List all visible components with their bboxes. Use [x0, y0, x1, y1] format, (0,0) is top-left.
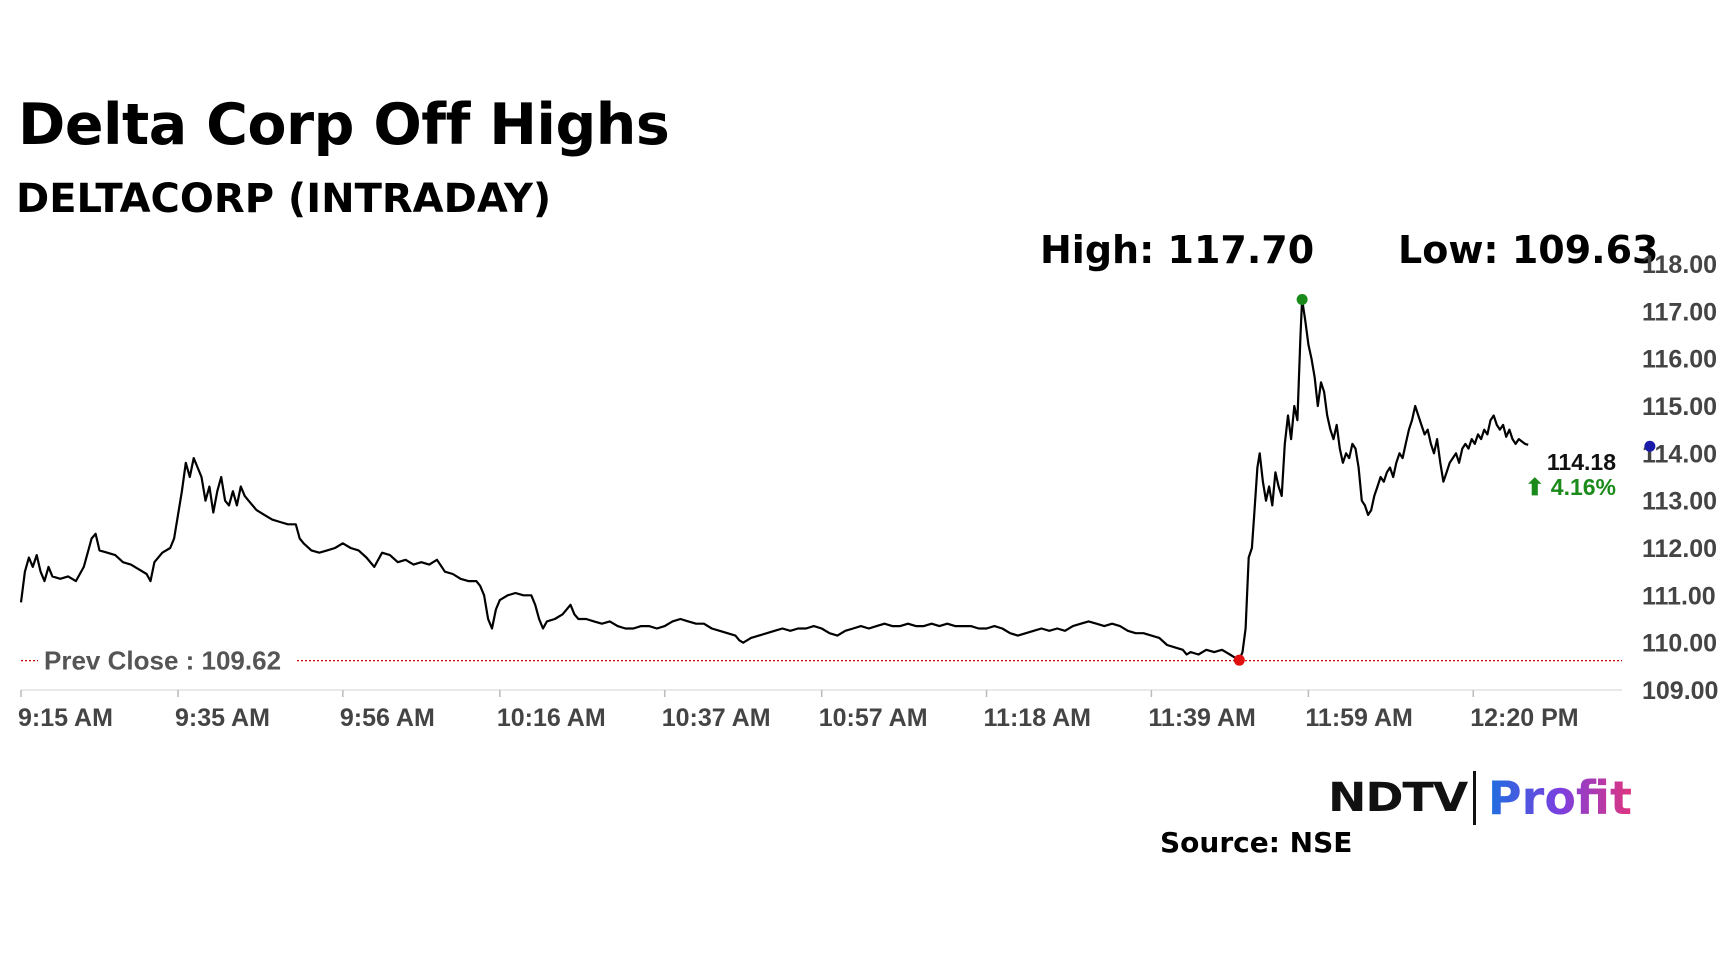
y-tick-label: 115.00 — [1642, 393, 1717, 421]
x-tick-label: 12:20 PM — [1470, 704, 1578, 732]
day-low-marker — [1233, 654, 1245, 666]
source-label: Source: NSE — [1160, 826, 1353, 859]
prev-close-label: Prev Close : 109.62 — [44, 646, 281, 676]
y-axis: 118.00117.00116.00115.00114.00113.00112.… — [1642, 251, 1718, 705]
x-axis: 9:15 AM 9:35 AM 9:56 AM 10:16 AM 10:37 AM 10:… — [18, 690, 1579, 732]
x-tick-label: 9:35 AM — [175, 704, 270, 732]
y-tick-label: 111.00 — [1642, 582, 1716, 610]
x-tick-label: 11:18 AM — [984, 704, 1091, 732]
y-tick-label: 116.00 — [1642, 346, 1717, 374]
day-high-label: High: 117.70 — [1040, 228, 1315, 272]
x-tick-label: 9:15 AM — [18, 704, 113, 732]
logo-profit-text: Profit — [1487, 771, 1633, 825]
x-tick-label: 10:37 AM — [662, 704, 771, 732]
y-tick-label: 113.00 — [1642, 488, 1717, 516]
last-price-marker — [1644, 440, 1656, 452]
x-tick-label: 11:39 AM — [1148, 704, 1255, 732]
y-tick-label: 110.00 — [1642, 630, 1717, 658]
day-high-marker — [1296, 294, 1308, 305]
chart-title: Delta Corp Off Highs — [18, 92, 670, 158]
logo-ndtv-text: NDTV — [1328, 775, 1468, 821]
y-tick-label: 118.00 — [1642, 251, 1717, 279]
logo-divider — [1472, 771, 1476, 825]
x-tick-label: 10:16 AM — [497, 704, 606, 732]
day-low-label: Low: 109.63 — [1398, 228, 1659, 272]
chart-subtitle: DELTACORP (INTRADAY) — [16, 176, 552, 222]
x-tick-label: 11:59 AM — [1305, 704, 1412, 732]
last-price-label: 114.18 — [1547, 449, 1616, 475]
change-percent-label: ⬆ 4.16% — [1525, 474, 1616, 500]
y-tick-label: 109.00 — [1642, 677, 1718, 705]
price-series-line — [19, 298, 1529, 662]
prev-close-label-bg — [38, 642, 296, 677]
ndtv-profit-logo: NDTV Profit — [1328, 768, 1632, 828]
y-tick-label: 112.00 — [1642, 535, 1717, 563]
y-tick-label: 117.00 — [1642, 298, 1717, 326]
x-tick-label: 9:56 AM — [340, 704, 435, 732]
x-tick-label: 10:57 AM — [819, 704, 928, 732]
